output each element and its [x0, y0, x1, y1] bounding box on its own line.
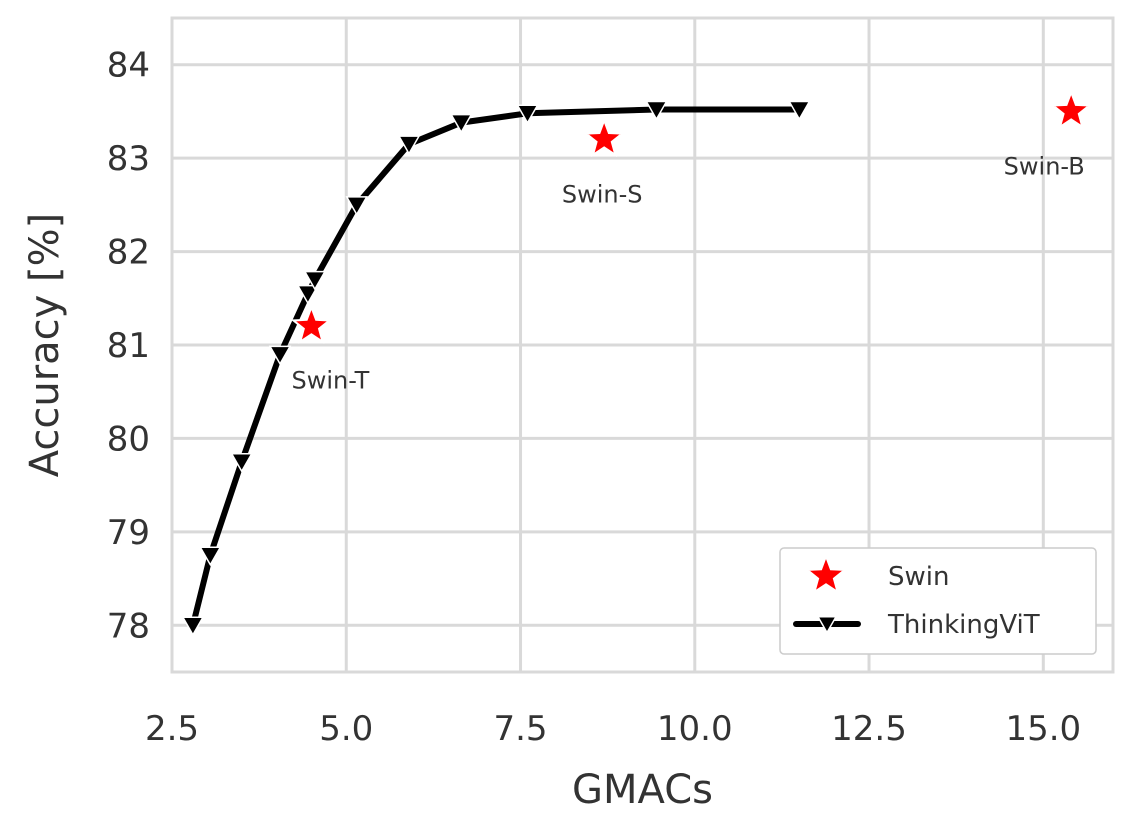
legend-box	[779, 547, 1097, 655]
thinkingvit-point	[788, 100, 811, 121]
swin-point-label: Swin-S	[562, 180, 643, 208]
x-tick-label: 7.5	[493, 709, 547, 749]
y-tick-label: 84	[107, 46, 150, 86]
y-tick-label: 78	[107, 606, 150, 646]
thinkingvit-point	[345, 196, 369, 216]
thinkingvit-point	[199, 546, 222, 567]
plot-border	[170, 16, 1115, 674]
x-tick-label: 10.0	[657, 709, 733, 749]
thinkingvit-point	[645, 100, 668, 121]
series-layer	[181, 89, 1092, 637]
y-tick-label: 81	[107, 326, 150, 366]
x-tick-label: 15.0	[1005, 709, 1081, 749]
thinkingvit-point	[449, 113, 473, 134]
swin-point	[290, 304, 333, 344]
swin-point-label: Swin-B	[1004, 152, 1085, 180]
legend-thinkingvit-triangle-icon	[816, 616, 838, 635]
thinkingvit-point	[397, 135, 421, 156]
y-axis-title: Accuracy [%]	[22, 213, 68, 478]
legend: Swin ThinkingViT	[779, 547, 1097, 655]
x-tick-label: 12.5	[831, 709, 907, 749]
x-tick-label: 2.5	[145, 709, 199, 749]
thinkingvit-point	[181, 616, 205, 637]
legend-swin-label: Swin	[888, 562, 949, 592]
thinkingvit-point	[303, 270, 327, 291]
tick-labels: 2.5 5.0 7.5 10.0 12.5 15.0 78 79 80 81 82 83 84	[107, 46, 1081, 749]
thinkingvit-point	[296, 284, 320, 305]
swin-point	[1050, 89, 1092, 130]
x-axis-title: GMACs	[572, 767, 713, 813]
thinkingvit-point	[516, 104, 539, 125]
thinkingvit-point	[268, 345, 292, 366]
y-tick-label: 82	[107, 233, 150, 273]
thinkingvit-point	[230, 453, 253, 473]
swin-point-label: Swin-T	[291, 366, 369, 394]
grid	[170, 18, 1113, 672]
y-tick-label: 80	[107, 419, 150, 459]
legend-thinkingvit-label: ThinkingViT	[887, 610, 1040, 640]
swin-point	[583, 117, 625, 158]
annotations: Swin-T Swin-S Swin-B	[291, 152, 1084, 394]
plot-frame	[170, 16, 1115, 674]
x-tick-label: 5.0	[319, 709, 373, 749]
legend-swin-star-icon	[805, 554, 847, 594]
y-tick-label: 83	[107, 139, 150, 179]
y-tick-label: 79	[107, 513, 150, 553]
thinkingvit-line	[189, 106, 803, 629]
